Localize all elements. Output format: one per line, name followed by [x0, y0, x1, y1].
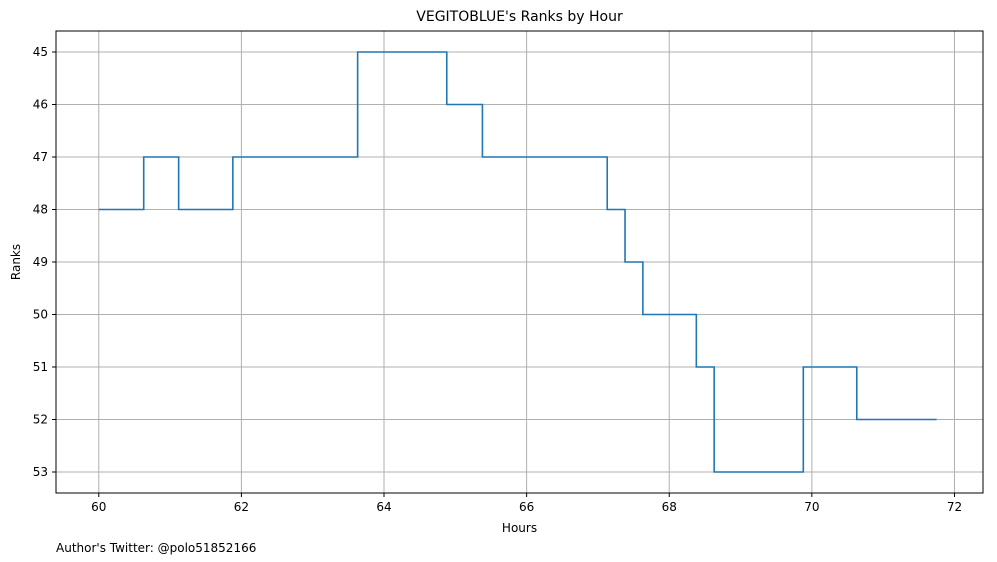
x-tick-label: 68: [662, 500, 677, 514]
y-tick-label: 48: [33, 203, 48, 217]
x-tick-label: 64: [376, 500, 391, 514]
x-tick-label: 62: [234, 500, 249, 514]
x-tick-label: 66: [519, 500, 534, 514]
plot-area: [98, 51, 937, 473]
y-tick-label: 51: [33, 360, 48, 374]
x-tick-label: 72: [947, 500, 962, 514]
y-tick-label: 53: [33, 465, 48, 479]
axis-ticks: 60 62 64 66 68 70 72 45 46 47 48 49 50 51 52 53: [33, 45, 962, 514]
y-tick-label: 47: [33, 150, 48, 164]
y-tick-label: 49: [33, 255, 48, 269]
chart-title: VEGITOBLUE's Ranks by Hour: [416, 9, 623, 25]
y-axis-label: Ranks: [9, 244, 23, 280]
x-tick-label: 60: [91, 500, 106, 514]
x-tick-label: 70: [804, 500, 819, 514]
grid: [56, 31, 983, 493]
y-tick-label: 50: [33, 308, 48, 322]
author-footnote: Author's Twitter: @polo51852166: [56, 541, 256, 555]
y-tick-label: 45: [33, 45, 48, 59]
y-tick-label: 46: [33, 98, 48, 112]
x-axis-label: Hours: [502, 521, 537, 535]
rank-series-line: [98, 51, 937, 473]
y-tick-label: 52: [33, 413, 48, 427]
